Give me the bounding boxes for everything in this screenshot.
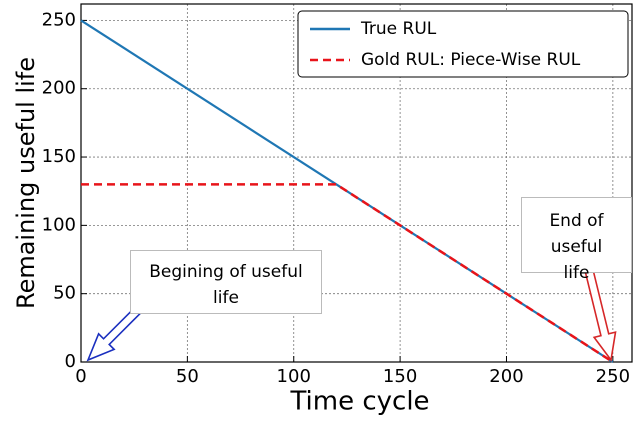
line-series — [81, 183, 614, 364]
annotation-begin: Begining of useful life — [130, 250, 322, 314]
annotation-arrow — [583, 264, 617, 362]
legend-label: Gold RUL: Piece-Wise RUL — [361, 50, 581, 70]
legend-label: True RUL — [360, 19, 437, 39]
y-axis-label: Remaining useful life — [12, 57, 40, 309]
y-tick-label: 250 — [42, 9, 76, 30]
y-tick-label: 50 — [53, 283, 76, 304]
x-tick-label: 200 — [489, 366, 523, 387]
legend-box — [297, 10, 629, 78]
x-tick-label: 100 — [277, 366, 311, 387]
x-tick-label: 250 — [596, 366, 630, 387]
x-axis-label: Time cycle — [289, 387, 429, 417]
x-tick-label: 50 — [176, 366, 199, 387]
x-tick-label: 150 — [383, 366, 417, 387]
y-tick-label: 200 — [42, 78, 76, 99]
y-tick-label: 0 — [65, 351, 76, 372]
x-tick-label: 0 — [75, 366, 86, 387]
plot-frame — [80, 3, 633, 363]
annotation-end: End of useful life — [521, 197, 632, 283]
y-tick-label: 100 — [42, 214, 76, 235]
y-tick-label: 150 — [42, 146, 76, 167]
